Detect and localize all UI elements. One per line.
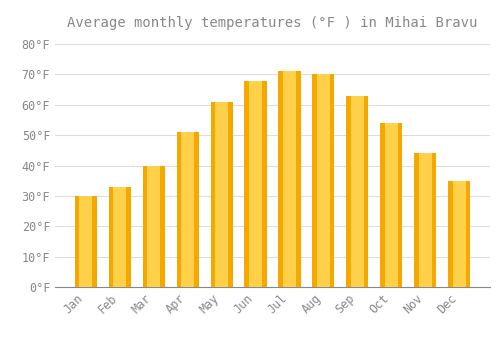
Bar <box>380 123 402 287</box>
Bar <box>283 71 296 287</box>
Bar <box>79 196 92 287</box>
Bar <box>249 80 262 287</box>
Bar <box>350 96 364 287</box>
Bar <box>312 75 334 287</box>
Bar <box>176 132 199 287</box>
Bar <box>384 123 398 287</box>
Bar <box>215 102 228 287</box>
Bar <box>317 75 330 287</box>
Bar <box>108 187 131 287</box>
Bar <box>181 132 194 287</box>
Bar <box>113 187 126 287</box>
Bar <box>278 71 300 287</box>
Bar <box>244 80 266 287</box>
Bar <box>210 102 233 287</box>
Bar <box>142 166 165 287</box>
Title: Average monthly temperatures (°F ) in Mihai Bravu: Average monthly temperatures (°F ) in Mi… <box>68 16 478 30</box>
Bar <box>448 181 470 287</box>
Bar <box>75 196 97 287</box>
Bar <box>452 181 466 287</box>
Bar <box>346 96 368 287</box>
Bar <box>414 153 436 287</box>
Bar <box>418 153 432 287</box>
Bar <box>147 166 160 287</box>
